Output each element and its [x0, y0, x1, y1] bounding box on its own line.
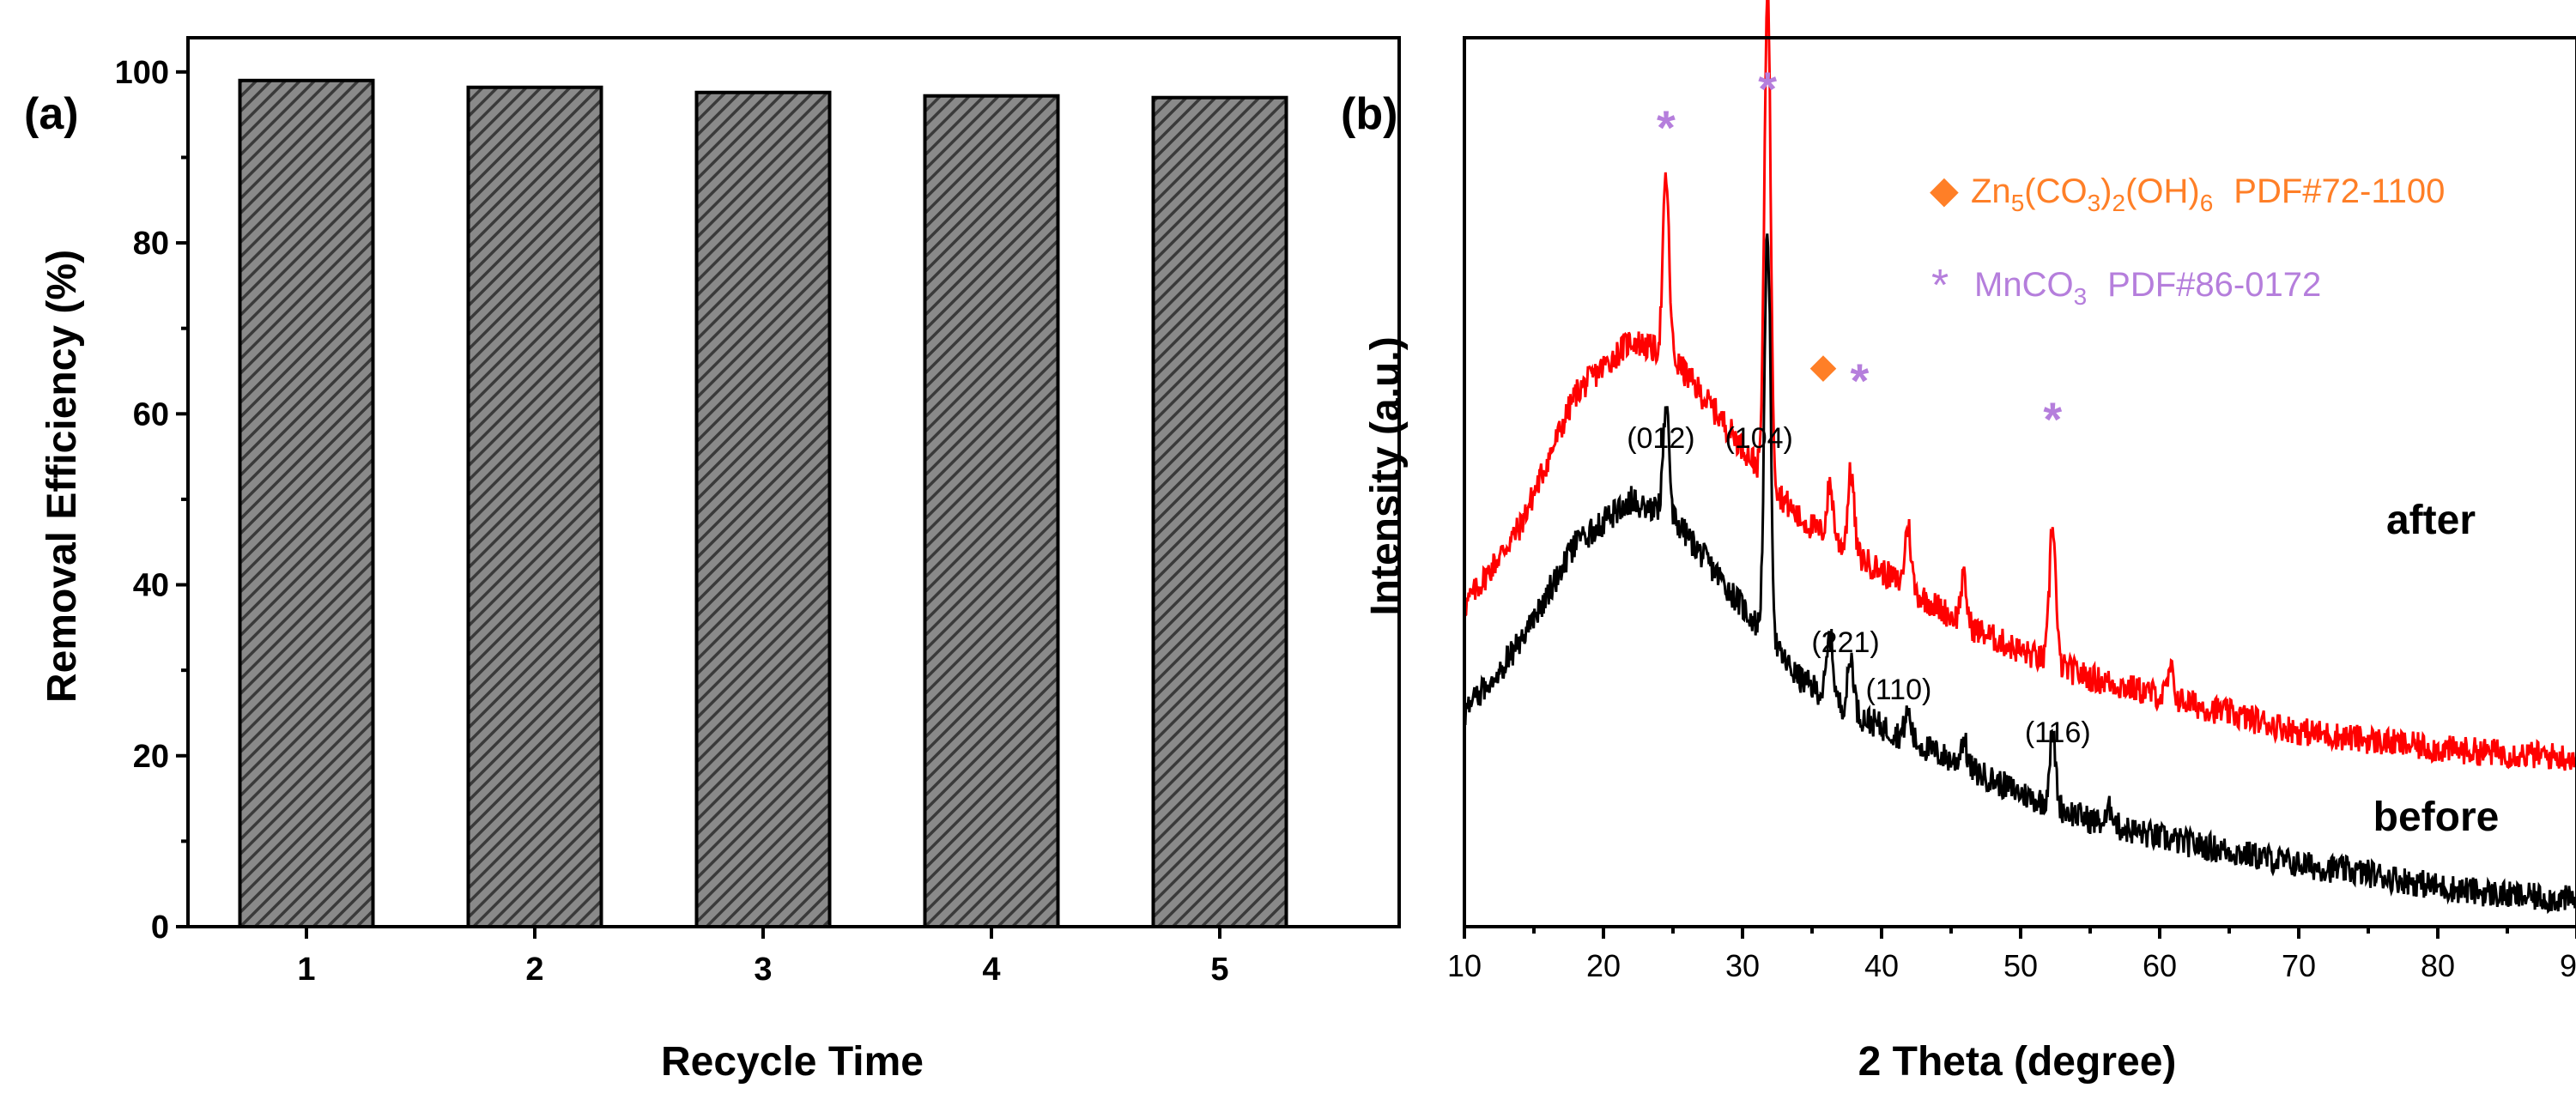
bar	[238, 78, 375, 929]
y-axis-title-b: Intensity (a.u.)	[1363, 336, 1409, 615]
miller-index-label: (110)	[1865, 674, 1931, 706]
x-tick-label: 1	[297, 952, 315, 988]
x-tick-label: 2	[525, 952, 543, 988]
x-tick-label: 50	[2003, 948, 2038, 983]
x-axis-title-a: Recycle Time	[661, 1039, 924, 1085]
y-axis-title-a: Removal Efficiency (%)	[39, 250, 85, 703]
y-tick-label: 20	[133, 739, 169, 775]
y-tick-label: 80	[133, 226, 169, 262]
x-axis-ticks-b: 10 20 30 40 50 60 70 80 90	[1447, 927, 2576, 983]
legend-entry-mn: * MnCO3 PDF#86-0172	[1931, 261, 2321, 311]
x-tick-label: 4	[982, 952, 1000, 988]
x-tick-label: 80	[2421, 948, 2455, 983]
curve-label-before: before	[2373, 795, 2500, 840]
x-tick-label: 40	[1864, 948, 1899, 983]
panel-b-xrd-chart: (b) 102030405060708090 2 Theta (degree) …	[1341, 0, 2576, 1085]
diamond-icon: ◆	[1930, 169, 1959, 211]
star-marker-icon: *	[1657, 100, 1676, 154]
plot-frame-a	[186, 36, 1401, 928]
star-marker-icon: *	[1850, 354, 1869, 408]
bar-group	[238, 78, 1288, 929]
curve-label-after: after	[2386, 498, 2476, 543]
bar	[1151, 95, 1288, 928]
series-line-after	[1463, 0, 2576, 771]
miller-index-label: (012)	[1627, 422, 1694, 455]
diamond-marker-icon: ◆	[1810, 348, 1837, 385]
peak-annotations: (012) (104) (221) (110) (116) * * ◆ * *	[1627, 62, 2090, 749]
star-marker-icon: *	[2043, 392, 2062, 446]
legend: ◆ Zn5(CO3)2(OH)6 PDF#72-1100 * MnCO3 PDF#8…	[1930, 169, 2445, 311]
legend-label-zn: Zn5(CO3)2(OH)6 PDF#72-1100	[1971, 172, 2445, 216]
x-tick-label: 5	[1210, 952, 1228, 988]
miller-index-label: (104)	[1724, 422, 1792, 455]
miller-index-label: (116)	[2025, 716, 2091, 749]
plot-frame-b	[1463, 36, 2576, 928]
x-tick-label: 70	[2282, 948, 2316, 983]
y-tick-label: 100	[115, 55, 169, 91]
x-tick-label: 10	[1447, 948, 1482, 983]
panel-a-label: (a)	[24, 89, 79, 139]
legend-entry-zn: ◆ Zn5(CO3)2(OH)6 PDF#72-1100	[1930, 169, 2445, 216]
bar	[694, 90, 832, 928]
x-tick-label: 3	[754, 952, 772, 988]
bar	[466, 85, 603, 929]
panel-a-bar-chart: (a) 0 20 40 60 80 100 1 2 3 4 5 Recycle Time Remo…	[24, 36, 1401, 1085]
y-axis-ticks: 0 20 40 60 80 100	[115, 55, 188, 946]
panel-b-label: (b)	[1341, 89, 1397, 139]
x-tick-label: 90	[2560, 948, 2576, 983]
y-tick-label: 0	[151, 910, 169, 946]
x-tick-label: 30	[1725, 948, 1760, 983]
x-tick-label: 60	[2143, 948, 2177, 983]
curve-group	[1463, 0, 2576, 915]
x-tick-label: 20	[1586, 948, 1621, 983]
star-icon: *	[1931, 261, 1949, 311]
y-tick-label: 60	[133, 396, 169, 432]
legend-label-mn: MnCO3 PDF#86-0172	[1974, 266, 2321, 310]
series-line-before	[1463, 233, 2576, 915]
x-axis-ticks: 1 2 3 4 5	[297, 927, 1229, 988]
bar	[923, 94, 1060, 928]
star-marker-icon: *	[1758, 62, 1777, 116]
x-axis-title-b: 2 Theta (degree)	[1858, 1039, 2177, 1085]
miller-index-label: (221)	[1811, 626, 1879, 659]
y-tick-label: 40	[133, 568, 169, 604]
